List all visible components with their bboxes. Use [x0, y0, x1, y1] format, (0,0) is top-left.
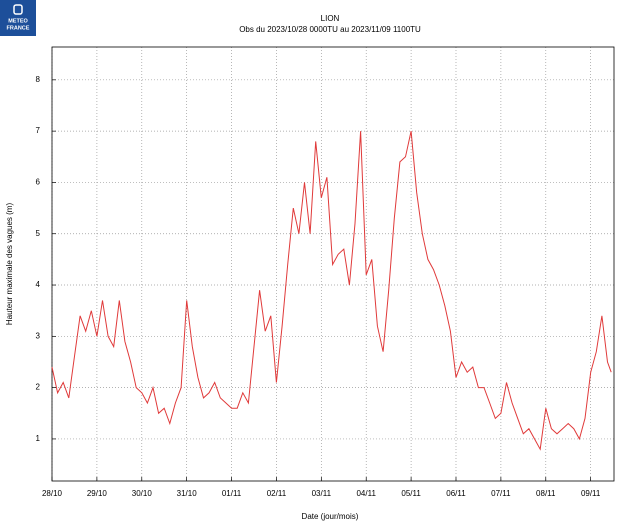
x-tick-label: 31/10 — [177, 489, 198, 498]
x-tick-label: 28/10 — [42, 489, 63, 498]
y-tick-label: 1 — [36, 434, 41, 443]
x-tick-label: 09/11 — [581, 489, 601, 498]
x-tick-label: 03/11 — [312, 489, 332, 498]
logo-icon — [13, 4, 23, 15]
y-tick-label: 8 — [36, 75, 41, 84]
x-tick-label: 07/11 — [491, 489, 511, 498]
logo-box — [0, 0, 36, 36]
x-tick-label: 02/11 — [267, 489, 287, 498]
y-axis-label: Hauteur maximale des vagues (m) — [5, 203, 14, 326]
chart-title: LION — [321, 14, 340, 23]
logo-text: METEO — [8, 18, 28, 24]
plot-frame — [51, 46, 615, 482]
x-tick-label: 30/10 — [132, 489, 153, 498]
y-tick-label: 3 — [36, 331, 41, 340]
x-axis-label: Date (jour/mois) — [302, 512, 359, 521]
x-tick-label: 04/11 — [356, 489, 376, 498]
x-tick-label: 05/11 — [401, 489, 421, 498]
y-tick-label: 2 — [36, 383, 41, 392]
x-tick-label: 06/11 — [446, 489, 466, 498]
logo-text: FRANCE — [7, 25, 30, 31]
y-tick-label: 6 — [36, 178, 41, 187]
x-tick-label: 08/11 — [536, 489, 556, 498]
y-tick-label: 5 — [36, 229, 41, 238]
x-tick-label: 29/10 — [87, 489, 108, 498]
y-tick-label: 7 — [36, 126, 41, 135]
y-tick-label: 4 — [36, 280, 41, 289]
data-line — [51, 130, 612, 451]
chart-subtitle: Obs du 2023/10/28 0000TU au 2023/11/09 1… — [239, 25, 421, 34]
x-tick-label: 01/11 — [222, 489, 242, 498]
logo: METEO FRANCE — [0, 0, 36, 36]
